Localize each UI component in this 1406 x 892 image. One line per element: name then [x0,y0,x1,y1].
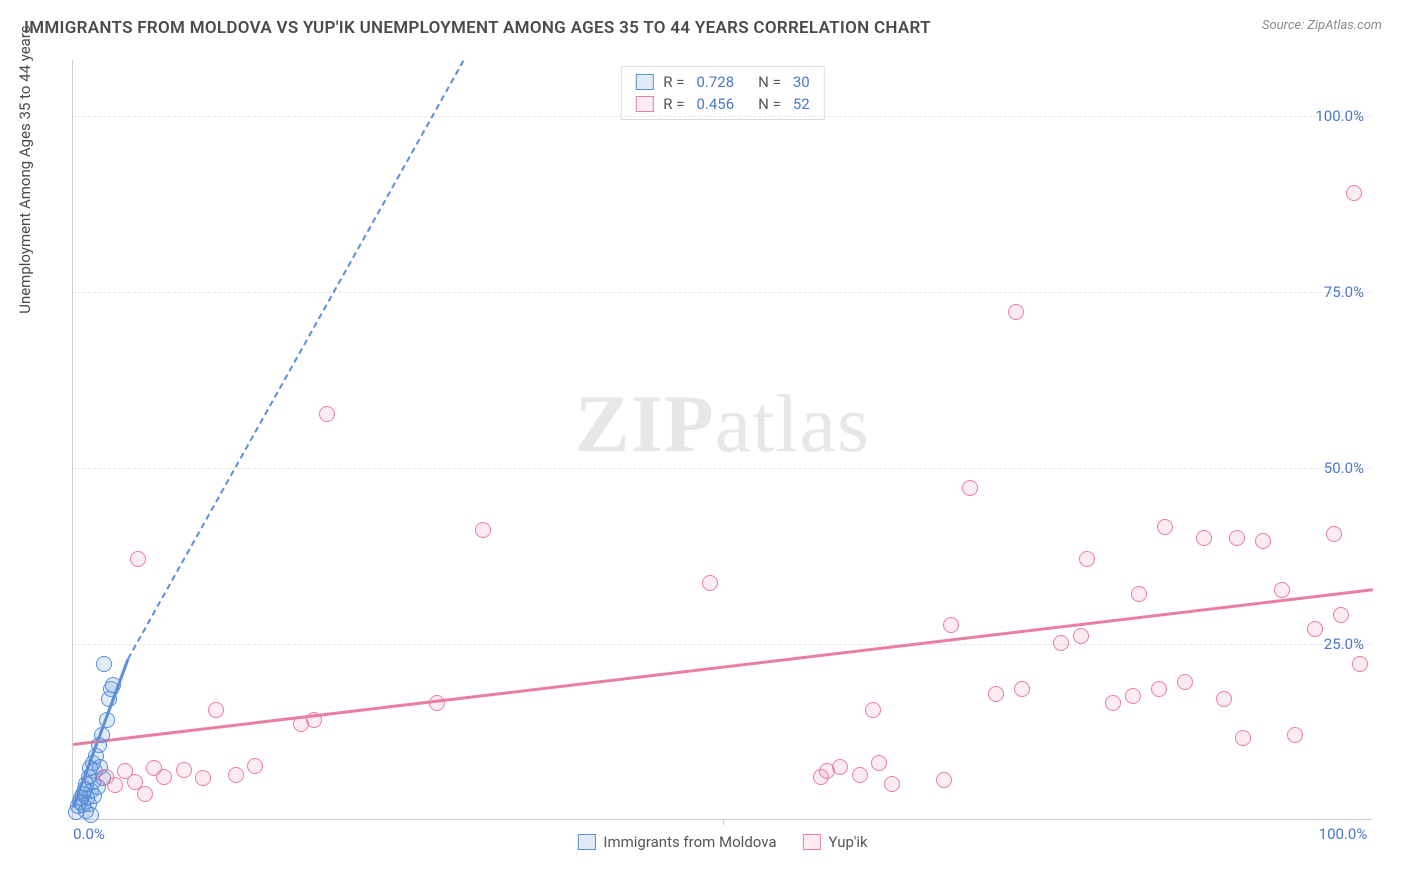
data-point [852,767,868,783]
data-point [99,712,115,728]
data-point [1274,582,1290,598]
data-point [1157,519,1173,535]
data-point [1014,681,1030,697]
r-value: 0.728 [696,73,734,91]
data-point [1333,607,1349,623]
data-point [195,770,211,786]
data-point [1073,628,1089,644]
y-tick-label: 75.0% [1324,283,1364,301]
data-point [1105,695,1121,711]
data-point [96,656,112,672]
legend-swatch [803,834,821,850]
data-point [832,759,848,775]
data-point [1216,691,1232,707]
data-point [1307,621,1323,637]
legend-row: R = 0.728 N = 30 [635,71,809,93]
data-point [865,702,881,718]
data-point [105,677,121,693]
gridline [73,468,1372,469]
x-tick-label: 0.0% [73,825,105,843]
data-point [988,686,1004,702]
legend-swatch [635,96,653,112]
series-legend: Immigrants from Moldova Yup'ik [577,833,867,851]
legend-item: Immigrants from Moldova [577,833,776,851]
n-label: N = [758,73,781,91]
data-point [1079,551,1095,567]
data-point [1008,304,1024,320]
legend-item: Yup'ik [803,833,868,851]
x-tick-mark [723,819,724,825]
n-value: 30 [793,73,810,91]
r-label: R = [663,73,684,91]
data-point [943,617,959,633]
data-point [94,727,110,743]
r-label: R = [663,95,684,113]
data-point [1352,656,1368,672]
data-point [1229,530,1245,546]
chart-container: Unemployment Among Ages 35 to 44 years Z… [24,48,1384,868]
data-point [962,480,978,496]
n-value: 52 [793,95,810,113]
data-point [306,712,322,728]
data-point [107,777,123,793]
y-tick-label: 25.0% [1324,635,1364,653]
data-point [1151,681,1167,697]
source-attribution: Source: ZipAtlas.com [1262,18,1382,33]
data-point [319,406,335,422]
n-label: N = [758,95,781,113]
data-point [1287,727,1303,743]
watermark: ZIPatlas [575,377,870,471]
x-tick-label: 100.0% [1319,825,1368,843]
data-point [1196,530,1212,546]
data-point [137,786,153,802]
gridline [73,644,1372,645]
data-point [156,769,172,785]
data-point [1131,586,1147,602]
data-point [1255,533,1271,549]
r-value: 0.456 [696,95,734,113]
correlation-legend: R = 0.728 N = 30 R = 0.456 N = 52 [620,66,824,120]
chart-title: IMMIGRANTS FROM MOLDOVA VS YUP'IK UNEMPL… [24,18,931,38]
data-point [176,762,192,778]
data-point [429,695,445,711]
data-point [83,807,99,823]
data-point [130,551,146,567]
data-point [1346,185,1362,201]
legend-label: Immigrants from Moldova [603,833,776,851]
data-point [1177,674,1193,690]
data-point [1053,635,1069,651]
data-point [702,575,718,591]
data-point [247,758,263,774]
data-point [1235,730,1251,746]
trend-line [127,61,464,660]
data-point [475,522,491,538]
legend-swatch [577,834,595,850]
data-point [936,772,952,788]
trend-line [73,588,1373,745]
legend-swatch [635,74,653,90]
legend-row: R = 0.456 N = 52 [635,93,809,115]
y-axis-label: Unemployment Among Ages 35 to 44 years [16,25,34,313]
y-tick-label: 100.0% [1315,107,1364,125]
gridline [73,292,1372,293]
data-point [871,755,887,771]
legend-label: Yup'ik [829,833,868,851]
y-tick-label: 50.0% [1324,459,1364,477]
data-point [1326,526,1342,542]
data-point [208,702,224,718]
data-point [228,767,244,783]
data-point [884,776,900,792]
gridline [73,116,1372,117]
data-point [1125,688,1141,704]
scatter-plot: ZIPatlas R =0.728N =30R =0.456N =52 Immi… [72,60,1372,820]
